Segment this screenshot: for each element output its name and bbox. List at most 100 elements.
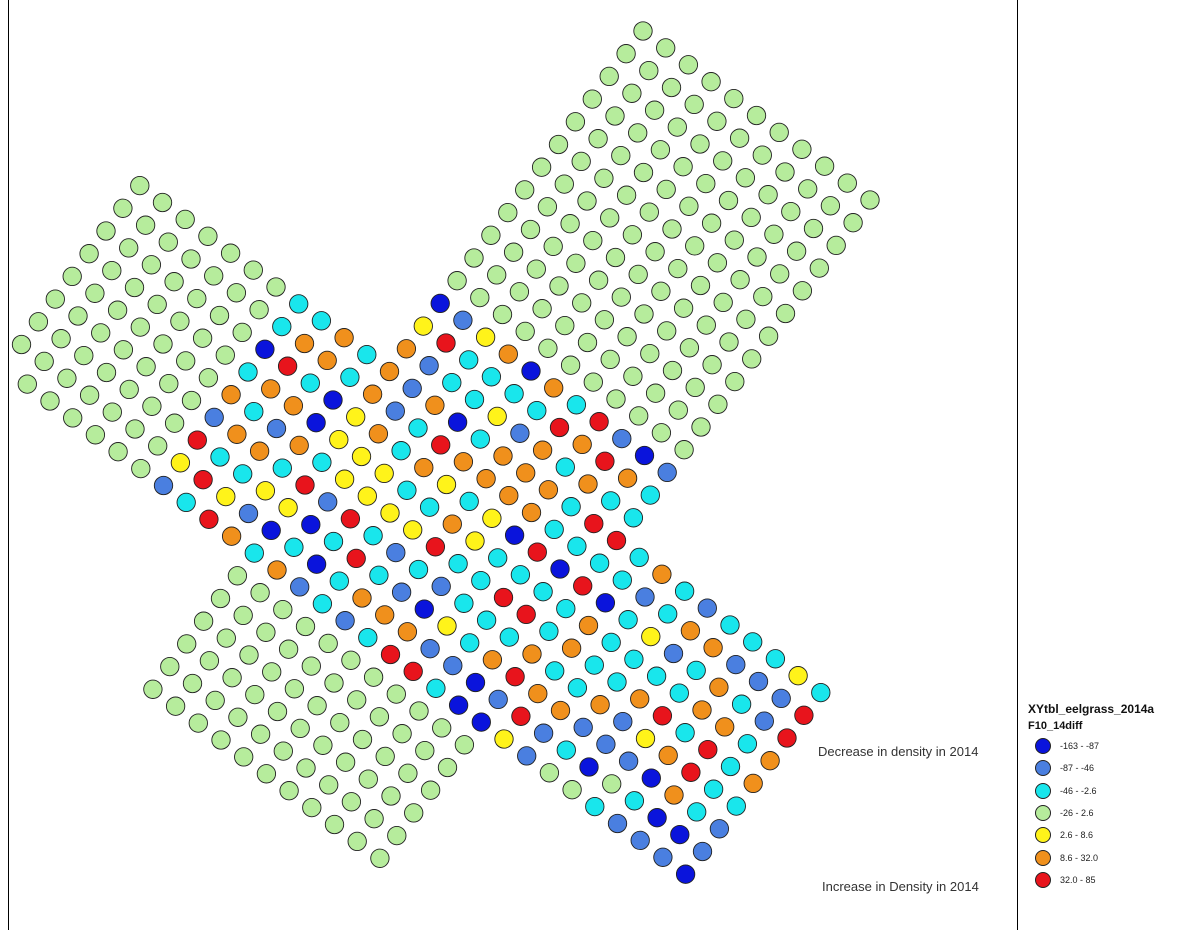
sample-point [538, 480, 559, 500]
sample-point [204, 407, 224, 428]
sample-point [358, 627, 378, 648]
sample-point [517, 746, 537, 766]
sample-point [515, 180, 535, 200]
sample-point [420, 639, 440, 659]
sample-point [611, 287, 631, 307]
sample-point [713, 292, 733, 313]
sample-point [488, 689, 508, 710]
sample-point [753, 286, 773, 307]
sample-point [425, 395, 445, 415]
sample-point [319, 775, 339, 795]
sample-point [532, 299, 552, 319]
sample-point [775, 303, 796, 324]
sample-point [503, 242, 524, 262]
sample-point [616, 185, 637, 205]
sample-point [136, 357, 156, 377]
sample-point [577, 332, 598, 353]
sample-point [238, 503, 259, 524]
sample-point [814, 156, 835, 176]
sample-point [624, 649, 644, 669]
sample-point [707, 111, 727, 131]
sample-point [652, 706, 673, 726]
sample-point [748, 671, 769, 692]
sample-point [533, 582, 553, 602]
sample-point [612, 428, 632, 449]
sample-point [380, 503, 400, 523]
legend-layer-name: XYtbl_eelgrass_2014a [1028, 702, 1155, 716]
sample-point [164, 272, 184, 292]
sample-point [28, 312, 49, 332]
sample-point [273, 741, 293, 761]
sample-point [181, 390, 202, 411]
sample-point [108, 442, 128, 462]
sample-point [307, 696, 327, 716]
sample-point [481, 225, 501, 245]
sample-point [165, 696, 186, 716]
sample-point [726, 796, 746, 816]
sample-point [718, 190, 739, 211]
sample-point [244, 543, 264, 563]
sample-point [313, 735, 333, 755]
sample-point [644, 100, 665, 120]
sample-point [267, 701, 288, 722]
sample-point [430, 293, 450, 314]
sample-point [758, 185, 778, 205]
sample-point [465, 531, 485, 551]
sample-point [232, 322, 252, 343]
sample-point [368, 424, 389, 444]
sample-point [515, 321, 535, 342]
sample-point [510, 565, 531, 585]
sample-point [370, 848, 390, 868]
sample-point [708, 394, 728, 414]
sample-point [408, 418, 428, 438]
sample-point [579, 757, 599, 777]
sample-point [658, 604, 678, 624]
sample-point [572, 293, 592, 313]
sample-point [233, 605, 253, 626]
sample-point [460, 633, 480, 653]
sample-point [769, 122, 789, 143]
sample-point [725, 371, 745, 392]
sample-point [612, 570, 632, 590]
sample-point [107, 300, 128, 320]
sample-point [464, 248, 484, 268]
sample-point [363, 667, 384, 687]
sample-point [674, 440, 694, 460]
legend-swatch-icon [1035, 871, 1051, 888]
sample-point [131, 458, 151, 479]
sample-point [860, 190, 880, 210]
sample-point [340, 367, 360, 387]
legend: XYtbl_eelgrass_2014a F10_14diff -163 - -… [1028, 702, 1184, 891]
sample-point [544, 378, 564, 398]
sample-point [555, 457, 575, 477]
sample-point [397, 480, 417, 500]
sample-point [661, 77, 682, 98]
sample-point [233, 464, 253, 484]
sample-point [289, 294, 309, 314]
sample-point [544, 519, 564, 540]
sample-point [669, 683, 689, 703]
sample-point [284, 679, 305, 699]
sample-point [442, 372, 462, 393]
sample-point [527, 542, 547, 562]
sample-point [17, 374, 37, 394]
sample-point [635, 728, 656, 749]
sample-point [176, 351, 196, 371]
sample-point [770, 264, 790, 284]
sample-point [391, 582, 412, 602]
sample-point [380, 644, 401, 665]
sample-point [176, 492, 196, 513]
legend-label: -87 - -46 [1060, 763, 1095, 774]
sample-point [266, 277, 286, 297]
sample-point [622, 225, 643, 245]
sample-point [487, 265, 507, 285]
sample-point [719, 332, 739, 352]
sample-point [124, 277, 145, 298]
sample-point [198, 226, 218, 246]
sample-point [175, 209, 195, 230]
sample-point [431, 435, 451, 455]
sample-point [618, 610, 638, 630]
sample-point [673, 157, 693, 177]
sample-point [113, 340, 134, 360]
